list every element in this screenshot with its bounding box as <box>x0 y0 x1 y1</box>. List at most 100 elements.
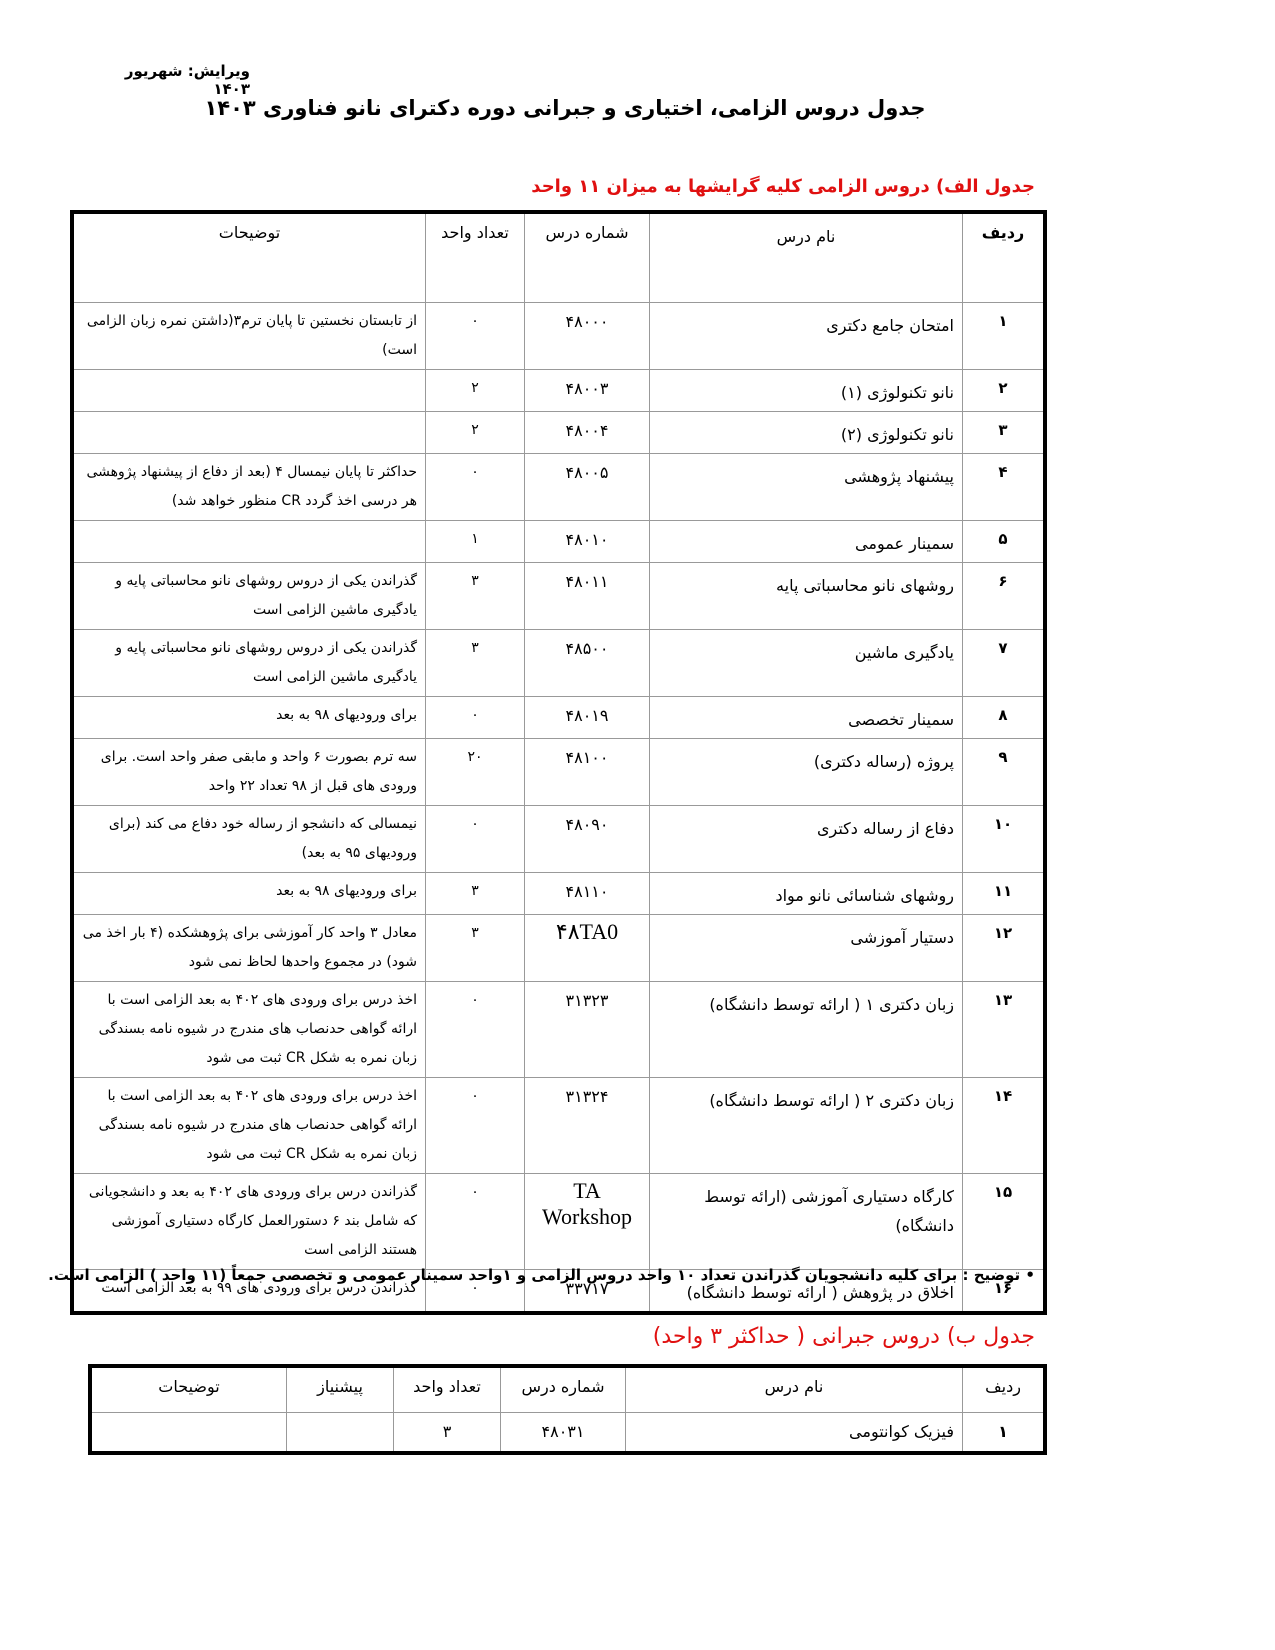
course-units: ۳ <box>393 1412 501 1454</box>
header-course-number: شماره درس <box>500 1365 626 1413</box>
table-row: ۸ سمینار تخصصی ۴۸۰۱۹ ۰ برای ورودیهای ۹۸ به ب… <box>71 696 1046 739</box>
course-description: گذراندن یکی از دروس روشهای نانو محاسباتی… <box>71 562 426 630</box>
course-name: اخلاق در پژوهش ( ارائه توسط دانشگاه) <box>649 1269 963 1314</box>
row-number: ۱ <box>962 302 1046 370</box>
row-number: ۲ <box>962 369 1046 412</box>
course-name: روشهای نانو محاسباتی پایه <box>649 562 963 630</box>
course-description <box>71 520 426 563</box>
course-number: ۳۱۳۲۳ <box>524 981 650 1078</box>
course-units: ۱ <box>425 520 525 563</box>
course-units: ۰ <box>425 1173 525 1270</box>
course-name: سمینار تخصصی <box>649 696 963 739</box>
course-description: گذراندن درس برای ورودی های ۹۹ به بعد الز… <box>71 1269 426 1314</box>
table-row: ۶ روشهای نانو محاسباتی پایه ۴۸۰۱۱ ۳ گذراندن … <box>71 562 1046 630</box>
course-units: ۳ <box>425 629 525 697</box>
course-units: ۲۰ <box>425 738 525 806</box>
course-number: ۴۸۰۰۰ <box>524 302 650 370</box>
course-name: نانو تکنولوژی (۱) <box>649 369 963 412</box>
table-row: ۱ امتحان جامع دکتری ۴۸۰۰۰ ۰ از تابستان نخستی… <box>71 302 1046 370</box>
course-name: سمینار عمومی <box>649 520 963 563</box>
course-units: ۳ <box>425 872 525 915</box>
edition-label: ویرایش: شهریور ۱۴۰۳ <box>124 62 250 98</box>
header-prerequisite: پیشنیاز <box>286 1365 394 1413</box>
course-units: ۰ <box>425 1077 525 1174</box>
course-units: ۳ <box>425 562 525 630</box>
page-title: جدول دروس الزامی، اختیاری و جبرانی دوره … <box>204 96 926 120</box>
table-row: ۱۰ دفاع از رساله دکتری ۴۸۰۹۰ ۰ نیمسالی که دا… <box>71 805 1046 873</box>
row-number: ۱۰ <box>962 805 1046 873</box>
course-description: سه ترم بصورت ۶ واحد و مابقی صفر واحد است… <box>71 738 426 806</box>
course-description: معادل ۳ واحد کار آموزشی برای پژوهشکده (۴… <box>71 914 426 982</box>
table-header-row: ردیف نام درس شماره درس تعداد واحد توضیحا… <box>71 211 1046 303</box>
course-description: گذراندن یکی از دروس روشهای نانو محاسباتی… <box>71 629 426 697</box>
course-name: دستیار آموزشی <box>649 914 963 982</box>
course-name: روشهای شناسائی نانو مواد <box>649 872 963 915</box>
course-number: ۳۱۳۲۴ <box>524 1077 650 1174</box>
row-number: ۱ <box>962 1412 1046 1454</box>
course-units: ۲ <box>425 369 525 412</box>
note-text: • توضیح : برای کلیه دانشجویان گذراندن تع… <box>48 1266 1035 1284</box>
course-name: کارگاه دستیاری آموزشی (ارائه توسط دانشگا… <box>649 1173 963 1270</box>
course-number: ۴۸۰۰۳ <box>524 369 650 412</box>
course-name: زبان دکتری ۱ ( ارائه توسط دانشگاه) <box>649 981 963 1078</box>
row-number: ۱۲ <box>962 914 1046 982</box>
course-description: اخذ درس برای ورودی های ۴۰۲ به بعد الزامی… <box>71 981 426 1078</box>
table-row: ۴ پیشنهاد پژوهشی ۴۸۰۰۵ ۰ حداکثر تا پایان نیم… <box>71 453 1046 521</box>
course-number: ۴۸۵۰۰ <box>524 629 650 697</box>
course-number: ۴۸۰۱۱ <box>524 562 650 630</box>
header-course-number: شماره درس <box>524 211 650 303</box>
course-units: ۰ <box>425 1269 525 1314</box>
header-course-name: نام درس <box>649 211 963 303</box>
course-number: ۴۸۰۰۴ <box>524 411 650 454</box>
table-row: ۱۴ زبان دکتری ۲ ( ارائه توسط دانشگاه) ۳۱۳۲… <box>71 1077 1046 1174</box>
required-courses-table: ردیف نام درس شماره درس تعداد واحد توضیحا… <box>70 210 1047 1315</box>
course-description: از تابستان نخستین تا پایان ترم۳(داشتن نم… <box>71 302 426 370</box>
row-number: ۱۴ <box>962 1077 1046 1174</box>
course-units: ۰ <box>425 981 525 1078</box>
table-header-row: ردیف نام درس شماره درس تعداد واحد پیشنیا… <box>89 1365 1046 1413</box>
course-number: TA Workshop <box>524 1173 650 1270</box>
course-name: یادگیری ماشین <box>649 629 963 697</box>
course-description: برای ورودیهای ۹۸ به بعد <box>71 872 426 915</box>
course-name: نانو تکنولوژی (۲) <box>649 411 963 454</box>
course-units: ۰ <box>425 302 525 370</box>
header-row-number: ردیف <box>962 1365 1046 1413</box>
row-number: ۱۶ <box>962 1269 1046 1314</box>
table-row: ۱۱ روشهای شناسائی نانو مواد ۴۸۱۱۰ ۳ برای ورو… <box>71 872 1046 915</box>
row-number: ۴ <box>962 453 1046 521</box>
course-name: دفاع از رساله دکتری <box>649 805 963 873</box>
course-units: ۲ <box>425 411 525 454</box>
table-row: ۲ نانو تکنولوژی (۱) ۴۸۰۰۳ ۲ <box>71 369 1046 412</box>
table-row: ۱۶ اخلاق در پژوهش ( ارائه توسط دانشگاه) ۳۳… <box>71 1269 1046 1314</box>
row-number: ۸ <box>962 696 1046 739</box>
header-units: تعداد واحد <box>393 1365 501 1413</box>
course-name: امتحان جامع دکتری <box>649 302 963 370</box>
row-number: ۵ <box>962 520 1046 563</box>
course-number: ۴۸TA0 <box>524 914 650 982</box>
row-number: ۶ <box>962 562 1046 630</box>
header-units: تعداد واحد <box>425 211 525 303</box>
course-description <box>71 411 426 454</box>
row-number: ۳ <box>962 411 1046 454</box>
row-number: ۱۱ <box>962 872 1046 915</box>
table-row: ۱۳ زبان دکتری ۱ ( ارائه توسط دانشگاه) ۳۱۳۲… <box>71 981 1046 1078</box>
course-description: برای ورودیهای ۹۸ به بعد <box>71 696 426 739</box>
row-number: ۹ <box>962 738 1046 806</box>
table-row: ۱۲ دستیار آموزشی ۴۸TA0 ۳ معادل ۳ واحد کار آم… <box>71 914 1046 982</box>
course-number: ۴۸۱۰۰ <box>524 738 650 806</box>
course-description: اخذ درس برای ورودی های ۴۰۲ به بعد الزامی… <box>71 1077 426 1174</box>
course-description: گذراندن درس برای ورودی های ۴۰۲ به بعد و … <box>71 1173 426 1270</box>
header-description: توضیحات <box>89 1365 287 1413</box>
course-prerequisite <box>286 1412 394 1454</box>
course-description: حداکثر تا پایان نیمسال ۴ (بعد از دفاع از… <box>71 453 426 521</box>
course-name: زبان دکتری ۲ ( ارائه توسط دانشگاه) <box>649 1077 963 1174</box>
course-number: ۴۸۱۱۰ <box>524 872 650 915</box>
course-number: ۳۳۷۱۷ <box>524 1269 650 1314</box>
header-row-number: ردیف <box>962 211 1046 303</box>
row-number: ۱۵ <box>962 1173 1046 1270</box>
row-number: ۷ <box>962 629 1046 697</box>
course-description <box>71 369 426 412</box>
course-number: ۴۸۰۳۱ <box>500 1412 626 1454</box>
course-number: ۴۸۰۱۹ <box>524 696 650 739</box>
course-number: ۴۸۰۹۰ <box>524 805 650 873</box>
